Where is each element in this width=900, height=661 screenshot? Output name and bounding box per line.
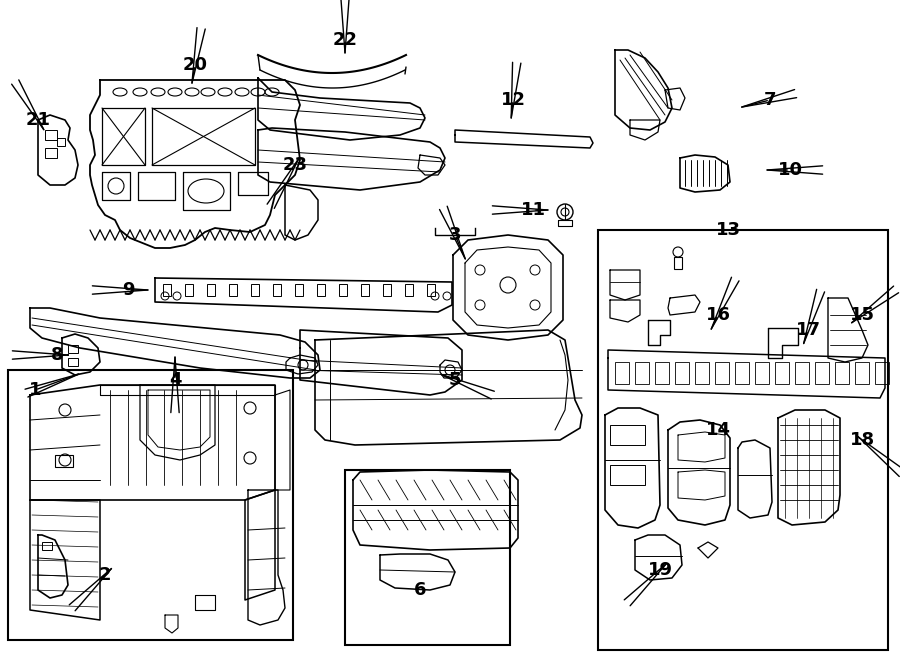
Text: 9: 9 (122, 281, 134, 299)
Bar (273, 284, 281, 296)
Bar (598, 230, 888, 650)
Bar (339, 284, 347, 296)
Text: 10: 10 (778, 161, 803, 179)
Bar (615, 362, 629, 384)
Bar (361, 284, 369, 296)
Text: 11: 11 (520, 201, 545, 219)
Bar (185, 284, 193, 296)
Bar (57, 138, 65, 146)
Bar (251, 284, 259, 296)
Bar (610, 465, 645, 485)
Bar (405, 284, 413, 296)
Text: 5: 5 (449, 371, 461, 389)
Bar (42, 542, 52, 550)
Bar (68, 345, 78, 353)
Bar (45, 148, 57, 158)
Text: 2: 2 (99, 566, 112, 584)
Bar (45, 130, 57, 140)
Text: 22: 22 (332, 31, 357, 49)
Bar (795, 362, 809, 384)
Bar (755, 362, 769, 384)
Text: 19: 19 (647, 561, 672, 579)
Bar (775, 362, 789, 384)
Text: 18: 18 (850, 431, 875, 449)
Text: 3: 3 (449, 226, 461, 244)
Bar (427, 284, 435, 296)
Text: 7: 7 (764, 91, 776, 109)
Text: 23: 23 (283, 156, 308, 174)
Bar (815, 362, 829, 384)
Text: 16: 16 (706, 306, 731, 324)
Bar (295, 284, 303, 296)
Bar (8, 370, 293, 640)
Bar (855, 362, 869, 384)
Bar (655, 362, 669, 384)
Text: 14: 14 (706, 421, 731, 439)
Text: 17: 17 (796, 321, 821, 339)
Bar (163, 284, 171, 296)
Bar (635, 362, 649, 384)
Bar (875, 362, 889, 384)
Text: 20: 20 (183, 56, 208, 74)
Bar (695, 362, 709, 384)
Bar (229, 284, 237, 296)
Bar (345, 470, 510, 645)
Bar (735, 362, 749, 384)
Bar (207, 284, 215, 296)
Bar (715, 362, 729, 384)
Text: 21: 21 (25, 111, 50, 129)
Text: 12: 12 (500, 91, 526, 109)
Bar (674, 257, 682, 269)
Bar (317, 284, 325, 296)
Bar (675, 362, 689, 384)
Text: 13: 13 (716, 221, 741, 239)
Text: 1: 1 (29, 381, 41, 399)
Text: 4: 4 (169, 371, 181, 389)
Bar (610, 425, 645, 445)
Bar (68, 358, 78, 366)
Text: 6: 6 (414, 581, 427, 599)
Text: 15: 15 (850, 306, 875, 324)
Text: 8: 8 (50, 346, 63, 364)
Bar (383, 284, 391, 296)
Bar (55, 455, 73, 467)
Bar (835, 362, 849, 384)
